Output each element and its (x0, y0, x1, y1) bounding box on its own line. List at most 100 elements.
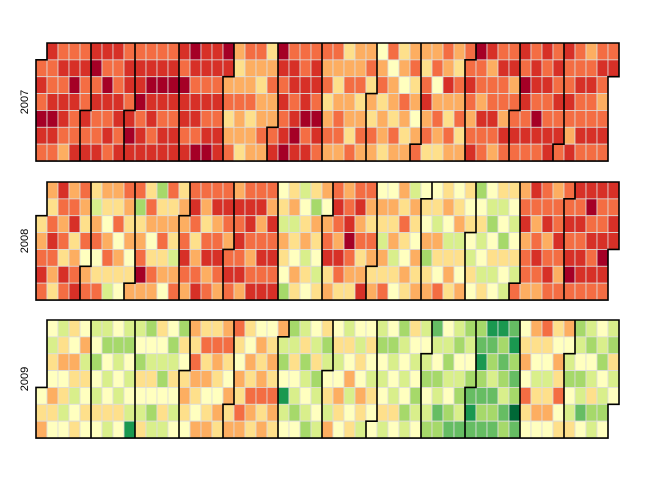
day-cell (101, 336, 114, 355)
day-cell (200, 126, 213, 145)
day-cell (35, 282, 48, 301)
day-cell (145, 420, 158, 439)
day-cell (387, 403, 400, 422)
day-cell (277, 282, 290, 301)
day-cell (563, 215, 576, 233)
day-cell (112, 181, 125, 200)
day-cell (442, 265, 455, 284)
day-cell (156, 215, 169, 233)
day-cell (167, 42, 180, 61)
day-cell (453, 370, 466, 388)
day-cell (211, 181, 224, 200)
day-cell (266, 387, 279, 405)
day-cell (574, 353, 587, 371)
day-cell (299, 420, 312, 439)
day-cell (112, 387, 125, 405)
day-cell (310, 403, 323, 422)
day-cell (134, 181, 147, 200)
day-cell (167, 143, 180, 162)
day-cell (288, 387, 301, 405)
day-cell (277, 265, 290, 284)
day-cell (79, 403, 92, 422)
day-cell (233, 215, 246, 233)
day-cell (530, 215, 543, 233)
day-cell (464, 76, 477, 94)
day-cell (321, 59, 334, 78)
day-cell (530, 370, 543, 388)
day-cell (145, 126, 158, 145)
day-cell (420, 336, 433, 355)
day-cell (596, 215, 609, 233)
day-cell (68, 232, 81, 250)
day-cell (79, 215, 92, 233)
day-cell (519, 42, 532, 61)
day-cell (200, 420, 213, 439)
day-cell (178, 110, 191, 128)
day-cell (123, 126, 136, 145)
day-cell (574, 403, 587, 422)
day-cell (431, 403, 444, 422)
day-cell (46, 249, 59, 267)
day-cell (453, 93, 466, 111)
day-cell (409, 282, 422, 301)
day-cell (123, 403, 136, 422)
day-cell (112, 353, 125, 371)
day-cell (398, 126, 411, 145)
day-cell (101, 420, 114, 439)
day-cell (398, 336, 411, 355)
day-cell (112, 76, 125, 94)
day-cell (112, 143, 125, 162)
day-cell (167, 420, 180, 439)
day-cell (398, 420, 411, 439)
year-label: 2009 (19, 367, 31, 391)
day-cell (596, 198, 609, 217)
day-cell (552, 336, 565, 355)
day-cell (486, 265, 499, 284)
day-cell (596, 265, 609, 284)
day-cell (35, 59, 48, 78)
day-cell (277, 181, 290, 200)
day-cell (530, 76, 543, 94)
day-cell (277, 93, 290, 111)
day-cell (101, 126, 114, 145)
day-cell (563, 387, 576, 405)
day-cell (310, 198, 323, 217)
day-cell (585, 370, 598, 388)
day-cell (145, 387, 158, 405)
day-cell (464, 143, 477, 162)
day-cell (552, 282, 565, 301)
day-cell (453, 403, 466, 422)
day-cell (332, 110, 345, 128)
day-cell (354, 336, 367, 355)
day-cell (431, 198, 444, 217)
day-cell (519, 215, 532, 233)
day-cell (508, 420, 521, 439)
day-cell (134, 232, 147, 250)
day-cell (585, 282, 598, 301)
day-cell (387, 59, 400, 78)
day-cell (420, 319, 433, 338)
day-cell (332, 403, 345, 422)
day-cell (343, 110, 356, 128)
day-cell (574, 76, 587, 94)
day-cell (409, 215, 422, 233)
day-cell (585, 76, 598, 94)
day-cell (145, 232, 158, 250)
day-cell (563, 42, 576, 61)
day-cell (46, 282, 59, 301)
day-cell (277, 198, 290, 217)
day-cell (310, 282, 323, 301)
day-cell (398, 110, 411, 128)
year-label: 2008 (19, 229, 31, 253)
day-cell (321, 249, 334, 267)
day-cell (585, 403, 598, 422)
day-cell (299, 387, 312, 405)
day-cell (145, 403, 158, 422)
day-cell (431, 93, 444, 111)
day-cell (288, 370, 301, 388)
day-cell (145, 143, 158, 162)
day-cell (332, 93, 345, 111)
day-cell (508, 126, 521, 145)
day-cell (255, 420, 268, 439)
day-cell (508, 403, 521, 422)
